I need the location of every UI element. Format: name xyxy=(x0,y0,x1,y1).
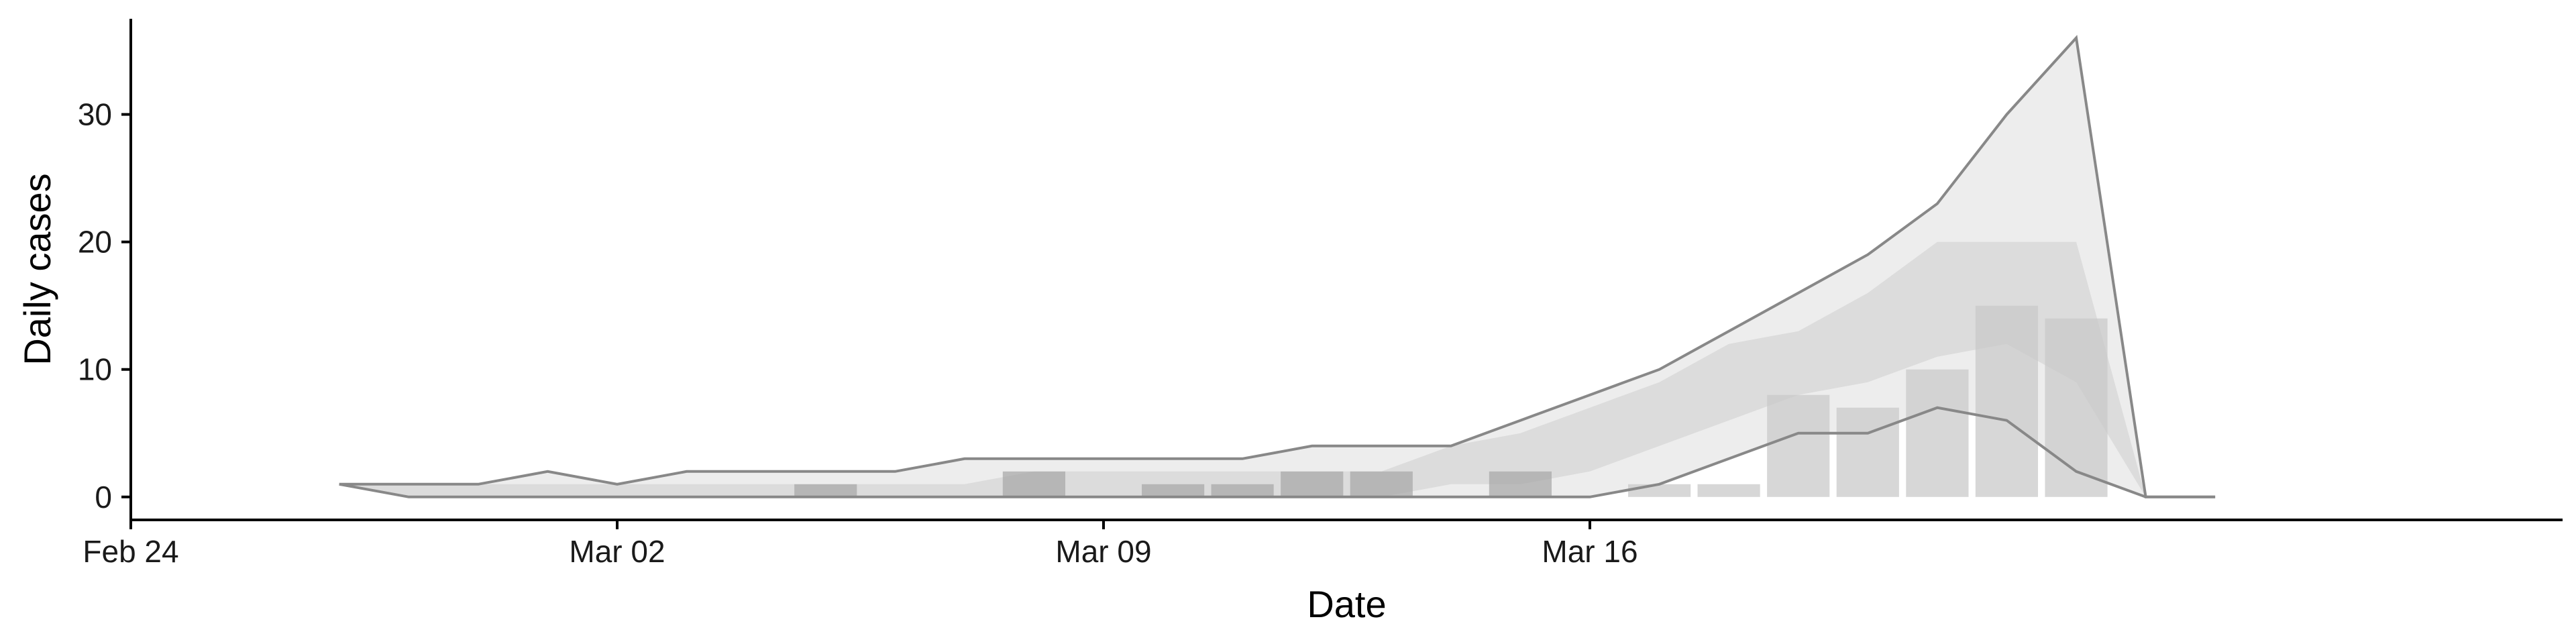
x-tick-label: Mar 09 xyxy=(1055,534,1151,569)
y-tick-label: 0 xyxy=(95,480,112,515)
x-tick-label: Feb 24 xyxy=(83,534,178,569)
bar xyxy=(1211,484,1274,497)
axes xyxy=(129,19,2563,521)
bar xyxy=(1142,484,1205,497)
inner-band xyxy=(339,241,2216,497)
bar xyxy=(794,484,857,497)
y-tick-label: 10 xyxy=(78,352,112,387)
bar xyxy=(1697,484,1760,497)
bound-lines xyxy=(339,35,2216,498)
y-tick-label: 30 xyxy=(78,97,112,132)
bar xyxy=(1975,305,2038,497)
lower-bound-line xyxy=(339,406,2216,498)
y-tick-label: 20 xyxy=(78,225,112,260)
x-tick-label: Mar 16 xyxy=(1542,534,1638,569)
upper-bound-line xyxy=(339,35,2216,498)
y-axis-title: Daily cases xyxy=(16,173,58,365)
bar xyxy=(1906,369,1969,497)
x-ticks: Feb 24 Mar 02 Mar 09 Mar 16 xyxy=(83,520,1638,569)
bar xyxy=(2045,318,2108,497)
x-axis-title: Date xyxy=(1307,583,1386,625)
bar-series xyxy=(794,305,2108,497)
bar xyxy=(1836,407,1899,497)
x-tick-label: Mar 02 xyxy=(569,534,665,569)
bar xyxy=(1767,394,1830,497)
bar xyxy=(1281,471,1344,497)
bar xyxy=(1628,484,1691,497)
y-ticks: 0 10 20 30 xyxy=(78,97,131,515)
uncertainty-bands xyxy=(339,38,2216,497)
bar xyxy=(1002,471,1065,497)
bar xyxy=(1489,471,1552,497)
bar xyxy=(1350,471,1413,497)
